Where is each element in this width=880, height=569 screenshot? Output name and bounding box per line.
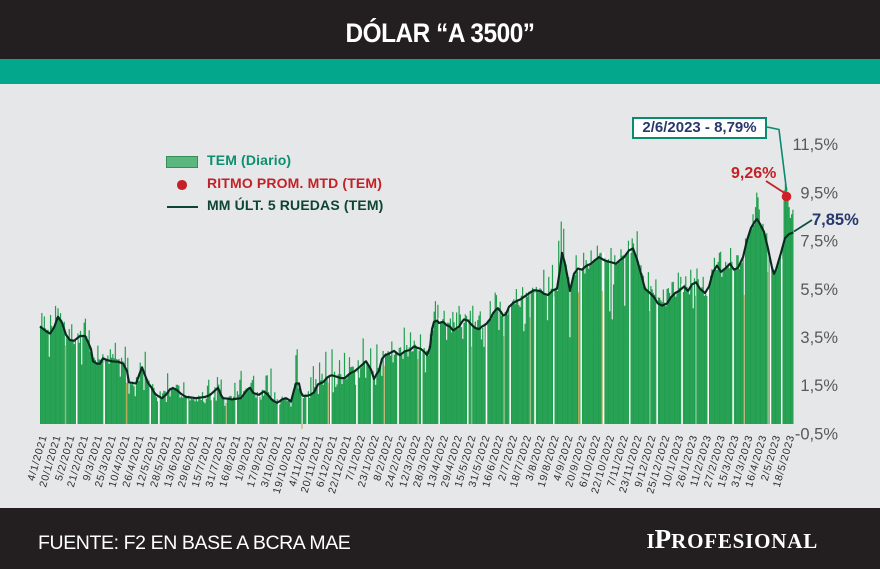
svg-text:1,5%: 1,5%	[800, 377, 838, 395]
svg-text:5,5%: 5,5%	[800, 281, 838, 299]
svg-text:11,5%: 11,5%	[792, 136, 838, 154]
svg-text:7,5%: 7,5%	[800, 233, 838, 251]
svg-text:-0,5%: -0,5%	[795, 425, 838, 443]
svg-text:3,5%: 3,5%	[800, 329, 838, 347]
svg-text:9,5%: 9,5%	[800, 184, 838, 202]
